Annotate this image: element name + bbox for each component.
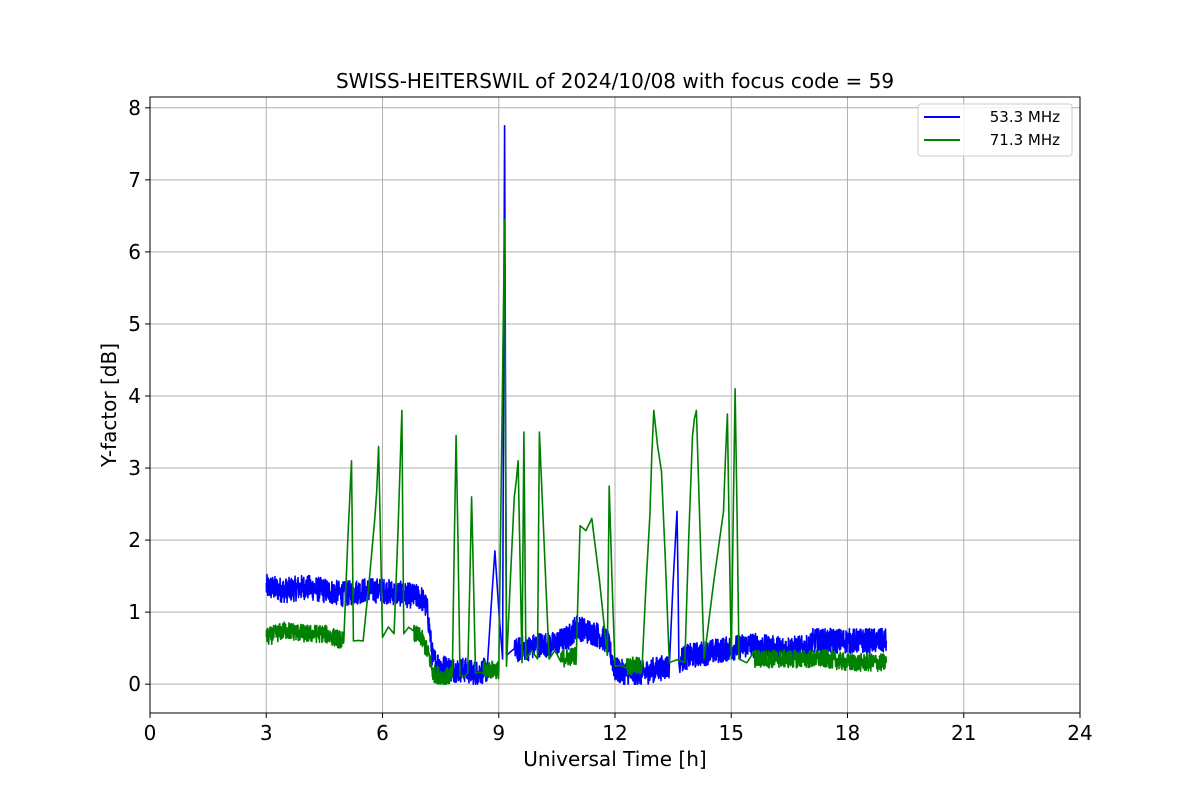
y-tick-label: 8	[128, 96, 141, 120]
series-line-1	[265, 125, 888, 686]
x-axis-label: Universal Time [h]	[523, 747, 706, 771]
legend: 53.3 MHz 71.3 MHz	[917, 103, 1073, 157]
x-tick-label: 24	[1067, 721, 1092, 745]
x-axis-ticks: 0 3 6 9 12 15 18 21 24	[144, 713, 1093, 745]
x-tick-label: 9	[492, 721, 505, 745]
x-tick-label: 18	[835, 721, 860, 745]
y-tick-label: 1	[128, 600, 141, 624]
series-line-2	[265, 218, 888, 686]
y-tick-label: 6	[128, 240, 141, 264]
y-tick-label: 5	[128, 312, 141, 336]
y-axis-label: Y-factor [dB]	[97, 343, 121, 468]
y-axis-ticks: 0 1 2 3 4 5 6 7 8	[128, 96, 150, 696]
y-tick-label: 3	[128, 456, 141, 480]
y-tick-label: 4	[128, 384, 141, 408]
grid-lines	[149, 97, 1081, 713]
y-tick-label: 7	[128, 168, 141, 192]
legend-label-2: 71.3 MHz	[990, 131, 1060, 149]
y-tick-label: 0	[128, 672, 141, 696]
x-tick-label: 3	[260, 721, 273, 745]
x-tick-label: 21	[951, 721, 976, 745]
plot-area	[265, 125, 888, 686]
legend-label-1: 53.3 MHz	[990, 108, 1060, 126]
x-tick-label: 15	[719, 721, 744, 745]
chart-title: SWISS-HEITERSWIL of 2024/10/08 with focu…	[336, 69, 894, 93]
x-tick-label: 12	[602, 721, 627, 745]
x-tick-label: 0	[144, 721, 157, 745]
y-tick-label: 2	[128, 528, 141, 552]
x-tick-label: 6	[376, 721, 389, 745]
